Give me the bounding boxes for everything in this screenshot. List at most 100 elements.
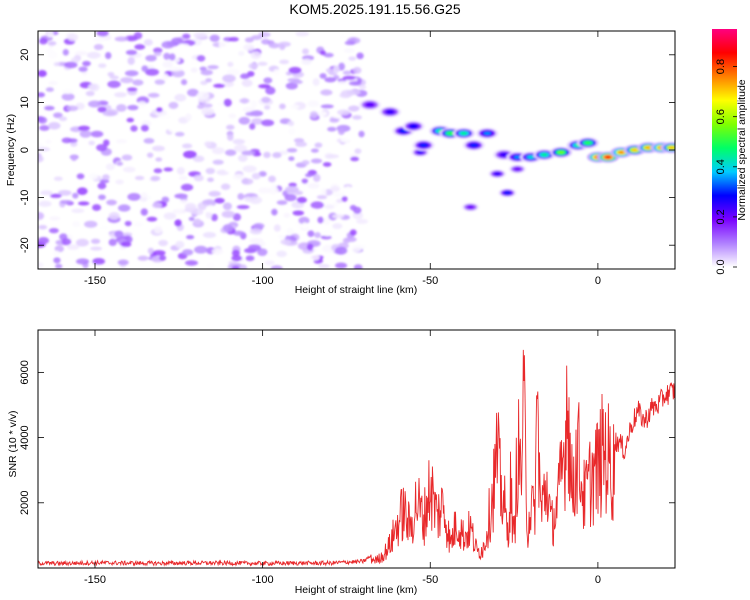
- heatmap-cell: [137, 255, 149, 261]
- heatmap-cell: [248, 62, 259, 70]
- heatmap-cell: [143, 138, 155, 144]
- heatmap-cell: [182, 143, 193, 149]
- heatmap-cell: [76, 173, 85, 180]
- heatmap-cell: [152, 145, 165, 152]
- heatmap-cell: [200, 103, 213, 108]
- heatmap-cell: [366, 103, 374, 107]
- heatmap-cell: [45, 48, 54, 54]
- heatmap-cell: [155, 157, 163, 162]
- heatmap-cell: [133, 32, 143, 40]
- heatmap-cell: [153, 52, 162, 57]
- heatmap-cell: [243, 43, 255, 51]
- heatmap-cell: [271, 208, 278, 216]
- heatmap-cell: [38, 236, 50, 245]
- heatmap-cell: [280, 239, 292, 245]
- heatmap-cell: [102, 174, 110, 181]
- heatmap-cell: [124, 70, 139, 77]
- heatmap-cell: [211, 213, 218, 222]
- colorbar-tick-label: 0.0: [715, 259, 727, 274]
- heatmap-cell: [241, 150, 256, 156]
- heatmap-cell: [288, 33, 297, 39]
- heatmap-cell: [154, 79, 166, 85]
- heatmap-cell: [153, 47, 163, 54]
- heatmap-cell: [231, 255, 243, 262]
- heatmap-cell: [171, 37, 184, 46]
- heatmap-cell: [242, 165, 257, 173]
- heatmap-cell: [306, 140, 316, 147]
- colorbar-scale: [712, 29, 737, 267]
- heatmap-cell: [174, 208, 183, 214]
- heatmap-cell: [400, 129, 407, 133]
- heatmap-cell: [296, 196, 308, 204]
- heatmap-cell: [125, 49, 138, 56]
- heatmap-cell: [160, 114, 173, 120]
- heatmap-cell: [153, 225, 163, 234]
- heatmap-cell: [126, 87, 138, 92]
- heatmap-cell: [248, 244, 262, 251]
- heatmap-cell: [386, 110, 394, 114]
- heatmap-cell: [226, 124, 235, 130]
- heatmap-cell: [182, 33, 191, 40]
- heatmap-cell: [52, 250, 60, 257]
- snr-x-tick-label: 0: [595, 574, 601, 586]
- heatmap-cell: [584, 141, 592, 145]
- heatmap-cell: [90, 238, 101, 244]
- heatmap-cell: [301, 160, 310, 166]
- heatmap-cell: [309, 111, 318, 119]
- heatmap-cell: [188, 216, 195, 221]
- heatmap-cell: [66, 105, 79, 112]
- heatmap-cell: [258, 84, 271, 89]
- heatmap-cell: [270, 265, 283, 269]
- heatmap-cell: [239, 264, 248, 269]
- heatmap-cell: [301, 222, 309, 230]
- heatmap-cell: [336, 198, 344, 203]
- heatmap-cell: [250, 35, 263, 40]
- heatmap-cell: [241, 79, 253, 87]
- heatmap-cell: [66, 244, 80, 250]
- snr-y-tick-label: 6000: [19, 360, 31, 384]
- heatmap-cell: [178, 175, 188, 181]
- heatmap-cell: [134, 44, 146, 50]
- heatmap-cell: [222, 74, 236, 83]
- heatmap-cell: [84, 220, 98, 228]
- heatmap-cell: [205, 78, 212, 83]
- heatmap-cell: [284, 185, 299, 194]
- heatmap-cell: [124, 220, 132, 227]
- heatmap-cell: [276, 200, 288, 205]
- heatmap-cell: [114, 230, 124, 239]
- heatmap-cell: [151, 202, 163, 209]
- heatmap-cell: [57, 189, 72, 196]
- heatmap-cell: [38, 116, 48, 124]
- heatmap-cell: [72, 192, 79, 199]
- heatmap-cell: [105, 52, 112, 60]
- heatmap-cell: [249, 228, 262, 235]
- snr-y-tick-label: 4000: [19, 425, 31, 449]
- heatmap-cell: [38, 69, 47, 78]
- heatmap-cell: [98, 63, 107, 69]
- heatmap-cell: [353, 264, 363, 269]
- heatmap-y-tick-label: 0: [19, 147, 31, 153]
- heatmap-cell: [261, 119, 275, 127]
- heatmap-cell: [279, 59, 290, 65]
- heatmap-cell: [225, 82, 235, 87]
- heatmap-cell: [196, 91, 210, 100]
- heatmap-cell: [527, 155, 535, 159]
- snr-series-line: [38, 349, 675, 567]
- heatmap-cell: [344, 40, 356, 46]
- heatmap-cell: [306, 243, 314, 251]
- heatmap-cell: [140, 124, 149, 132]
- heatmap-cell: [227, 68, 240, 76]
- heatmap-cell: [494, 172, 500, 176]
- snr-x-tick-label: -50: [422, 574, 438, 586]
- heatmap-cell: [107, 80, 121, 88]
- heatmap-cell: [205, 167, 216, 175]
- heatmap-cell: [336, 80, 349, 86]
- heatmap-cell: [39, 125, 50, 131]
- heatmap-cell: [140, 208, 148, 216]
- heatmap-cell: [349, 229, 357, 236]
- heatmap-cell: [53, 62, 61, 67]
- heatmap-cell: [288, 66, 302, 74]
- colorbar-tick-label: 0.8: [715, 59, 727, 74]
- heatmap-cell: [196, 55, 206, 62]
